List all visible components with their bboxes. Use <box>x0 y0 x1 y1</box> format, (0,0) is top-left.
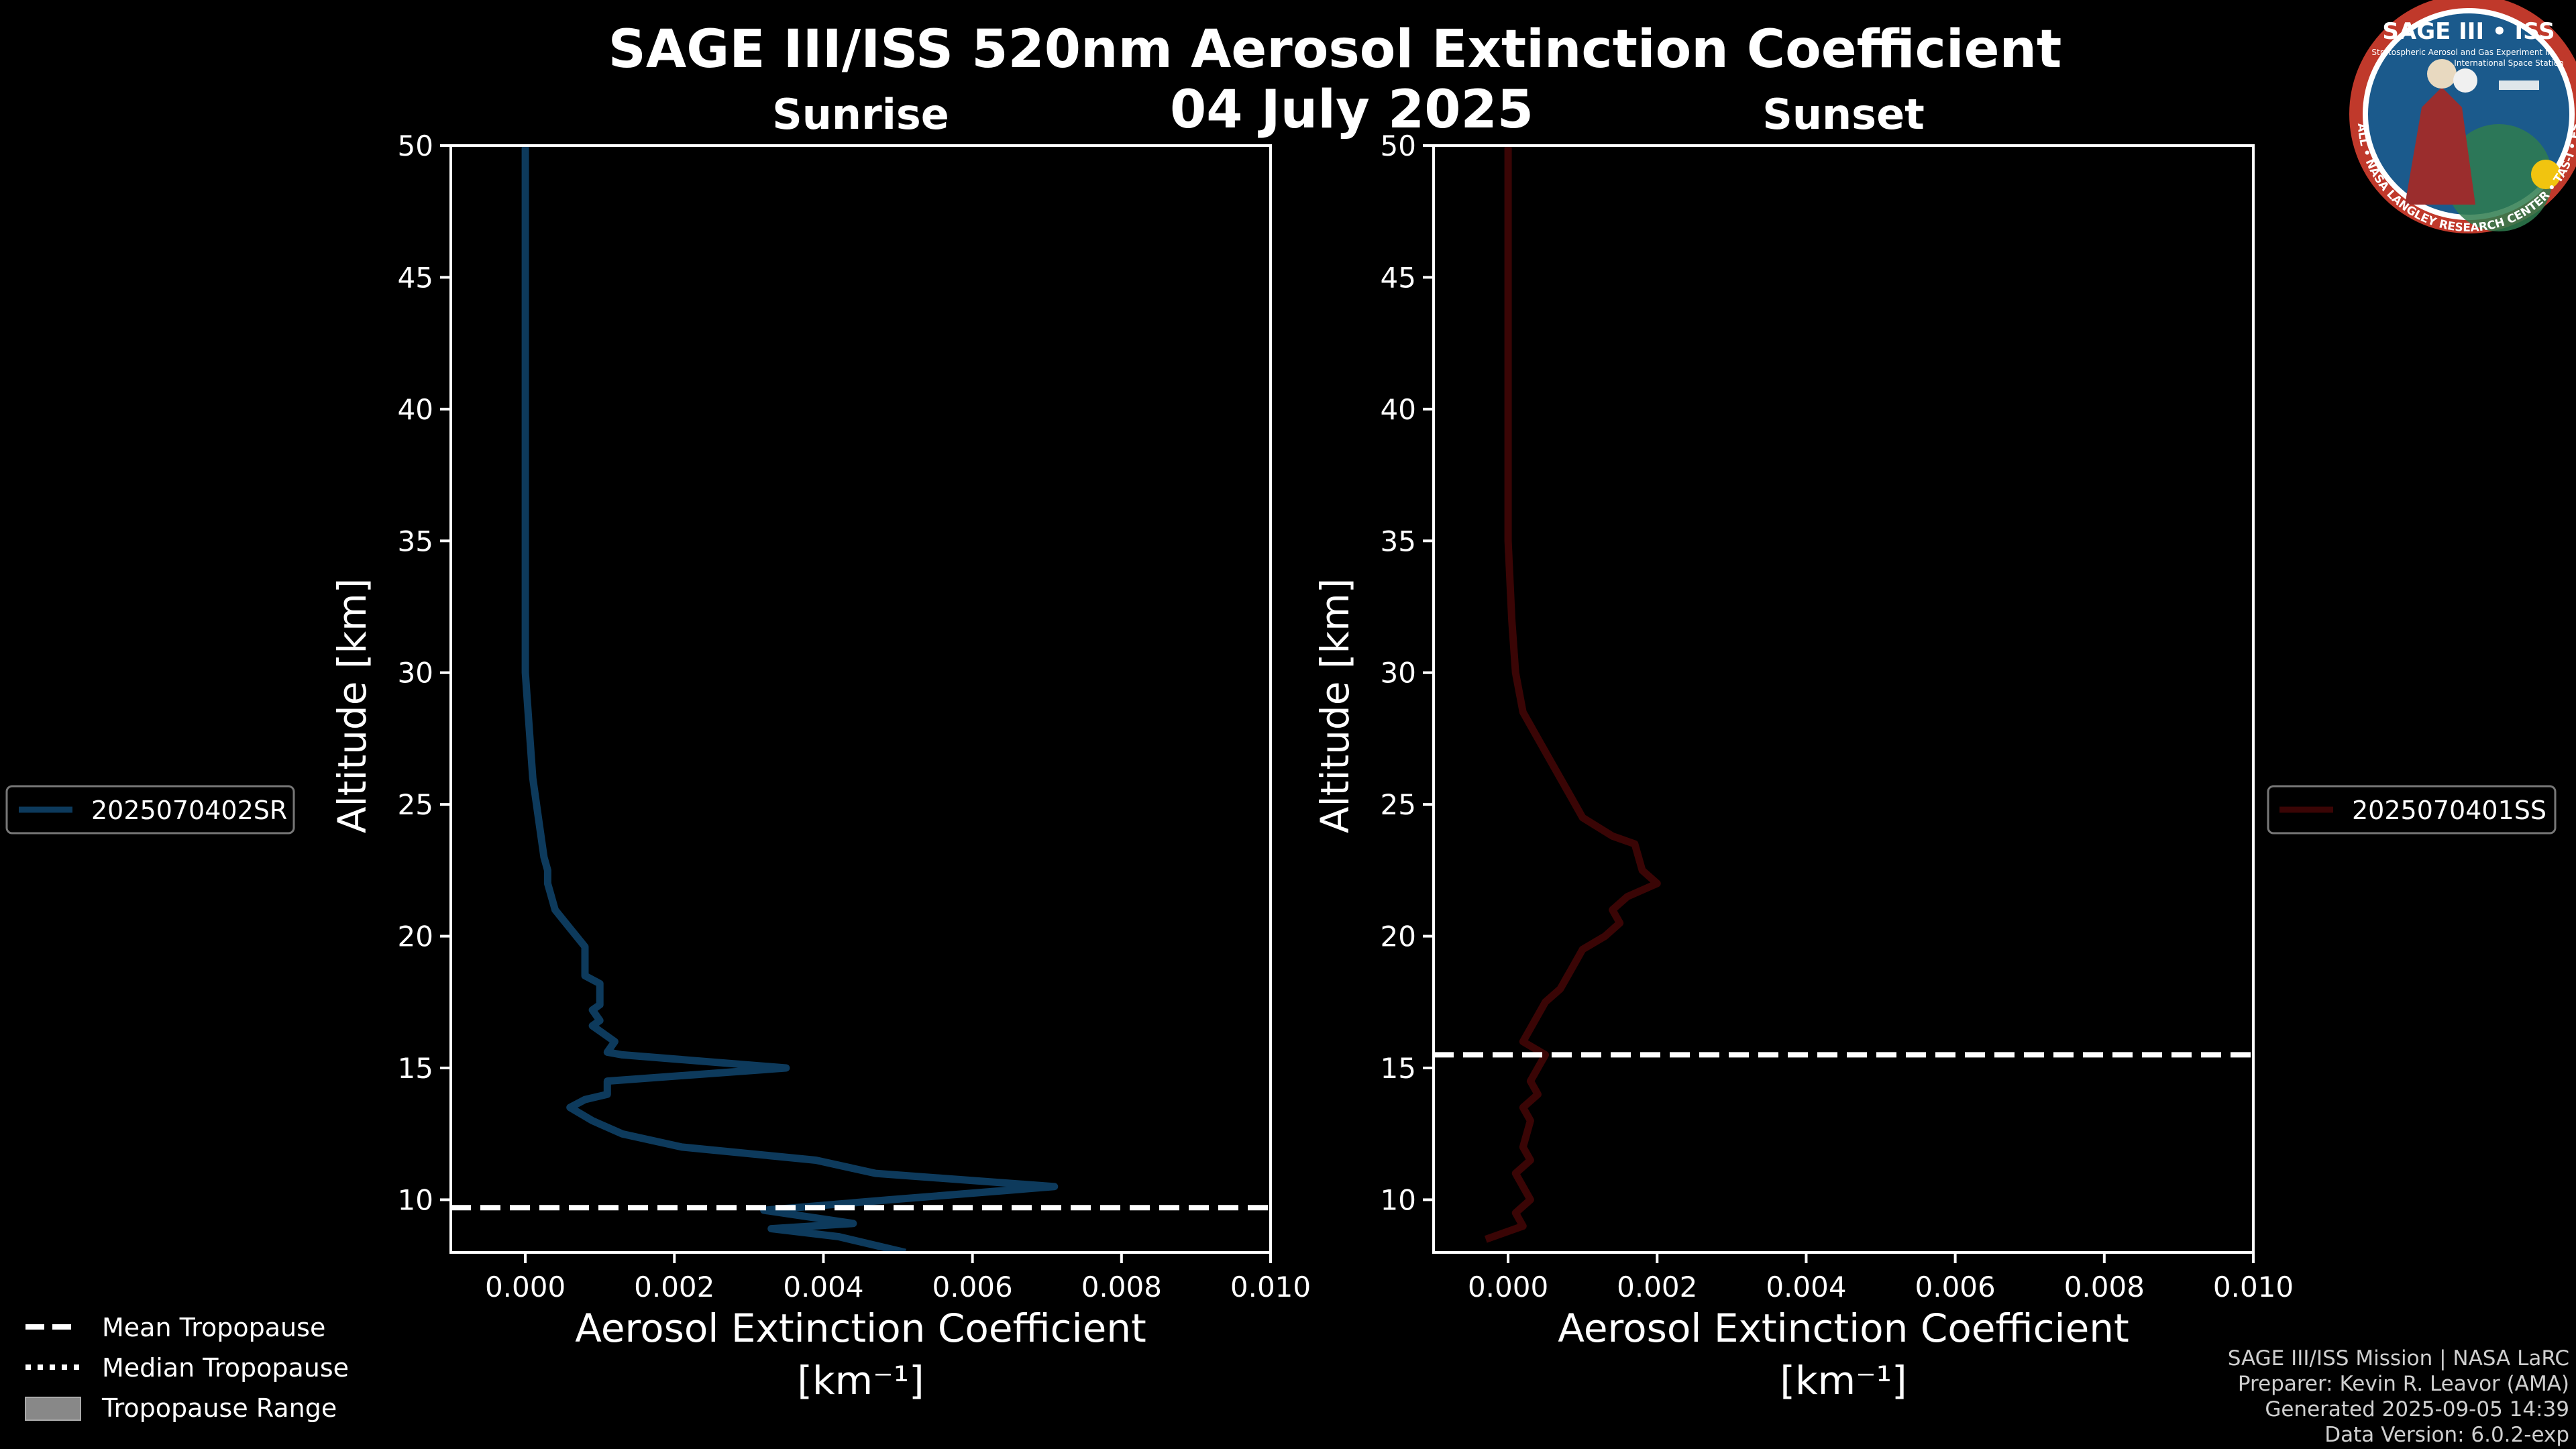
mission-badge: SAGE III • ISS Stratospheric Aerosol and… <box>2349 0 2576 235</box>
sunset-xtick-label: 0.002 <box>1617 1271 1697 1303</box>
credit-line-1: SAGE III/ISS Mission | NASA LaRC <box>2228 1346 2569 1371</box>
sunset-panel: Sunset 10 15 20 25 30 35 40 45 50 0.000 0.002 0.004 0… <box>1312 90 2294 1403</box>
sunrise-ylabel: Altitude [km] <box>329 578 375 833</box>
sunrise-legend: 2025070402SR <box>5 785 295 835</box>
badge-moon <box>2453 68 2477 93</box>
badge-figure <box>2405 87 2475 205</box>
chart-title: SAGE III/ISS 520nm Aerosol Extinction Co… <box>608 19 2062 80</box>
sunrise-ytick-label: 40 <box>398 393 433 426</box>
sunrise-plot-frame <box>449 144 1272 1254</box>
sunset-xtick-label: 0.010 <box>2213 1271 2294 1303</box>
sunset-ytick-label: 50 <box>1381 129 1416 162</box>
badge-subtitle-2: International Space Station <box>2454 58 2563 68</box>
badge-title: SAGE III • ISS <box>2382 18 2555 45</box>
sunset-xlabel: Aerosol Extinction Coefficient <box>1558 1305 2129 1351</box>
sunrise-xlabel: Aerosol Extinction Coefficient <box>575 1305 1146 1351</box>
sunset-legend-frame <box>2267 785 2557 835</box>
sunset-ytick-label: 20 <box>1381 920 1416 953</box>
badge-sun <box>2531 160 2561 189</box>
sunrise-ytick-label: 35 <box>398 525 433 557</box>
sunset-ytick-label: 30 <box>1381 657 1416 690</box>
sunrise-xtick-label: 0.004 <box>783 1271 863 1303</box>
sunset-series-line <box>1484 146 1661 1243</box>
tropopause-range-label: Tropopause Range <box>101 1393 337 1423</box>
chart-date: 04 July 2025 <box>1170 80 1534 140</box>
sunrise-ytick-label: 20 <box>398 920 433 953</box>
sunrise-ytick-label: 45 <box>398 261 433 294</box>
credit-line-3: Generated 2025-09-05 14:39 <box>2265 1397 2569 1421</box>
sunrise-xtick-label: 0.008 <box>1081 1271 1162 1303</box>
sunrise-ytick-label: 30 <box>398 657 433 690</box>
badge-figure-head <box>2427 59 2457 89</box>
sunset-ytick-label: 25 <box>1381 788 1416 821</box>
badge-subtitle: Stratospheric Aerosol and Gas Experiment… <box>2371 48 2552 57</box>
mean-tropopause-label: Mean Tropopause <box>102 1313 325 1342</box>
badge-iss <box>2499 80 2539 90</box>
sunrise-xtick-label: 0.000 <box>485 1271 566 1303</box>
sunrise-xtick-label: 0.010 <box>1230 1271 1311 1303</box>
credit-line-4: Data Version: 6.0.2-exp <box>2324 1423 2569 1447</box>
credit-line-2: Preparer: Kevin R. Leavor (AMA) <box>2238 1372 2569 1396</box>
sunset-ylabel: Altitude [km] <box>1312 578 1358 833</box>
sunset-ytick-label: 40 <box>1381 393 1416 426</box>
sunset-subtitle: Sunset <box>1762 90 1925 139</box>
sunset-xtick-label: 0.008 <box>2064 1271 2145 1303</box>
sunrise-xtick-label: 0.002 <box>634 1271 714 1303</box>
sunrise-ytick-label: 25 <box>398 788 433 821</box>
tropopause-legend: Mean Tropopause Median Tropopause Tropop… <box>25 1313 349 1423</box>
credits: SAGE III/ISS Mission | NASA LaRC Prepare… <box>2228 1346 2569 1447</box>
sunrise-legend-frame <box>5 785 295 835</box>
tropopause-range-swatch <box>25 1397 81 1421</box>
sunrise-ytick-label: 15 <box>398 1052 433 1085</box>
sunset-xlabel-units: [km⁻¹] <box>1780 1358 1907 1403</box>
sunset-legend-label: 2025070401SS <box>2352 796 2546 825</box>
sunset-ytick-label: 15 <box>1381 1052 1416 1085</box>
sunset-ytick-label: 10 <box>1381 1183 1416 1216</box>
sunset-plot-frame <box>1432 144 2255 1254</box>
sunrise-ytick-label: 50 <box>398 129 433 162</box>
sunset-xtick-label: 0.004 <box>1766 1271 1846 1303</box>
sunrise-xlabel-units: [km⁻¹] <box>797 1358 924 1403</box>
sunrise-ytick-label: 10 <box>398 1183 433 1216</box>
sunrise-panel: Sunrise 10 15 20 25 30 35 40 45 50 0.000 0.002 0.004… <box>329 90 1311 1403</box>
median-tropopause-label: Median Tropopause <box>102 1353 349 1383</box>
sunrise-xtick-label: 0.006 <box>932 1271 1013 1303</box>
sunrise-subtitle: Sunrise <box>772 90 949 139</box>
sunrise-legend-label: 2025070402SR <box>91 796 287 825</box>
sunset-ytick-label: 45 <box>1381 261 1416 294</box>
sunrise-series-line <box>521 146 1059 1252</box>
sunset-ytick-label: 35 <box>1381 525 1416 557</box>
sunset-xtick-label: 0.006 <box>1915 1271 1996 1303</box>
sunset-xtick-label: 0.000 <box>1468 1271 1548 1303</box>
sunset-legend: 2025070401SS <box>2267 785 2557 835</box>
